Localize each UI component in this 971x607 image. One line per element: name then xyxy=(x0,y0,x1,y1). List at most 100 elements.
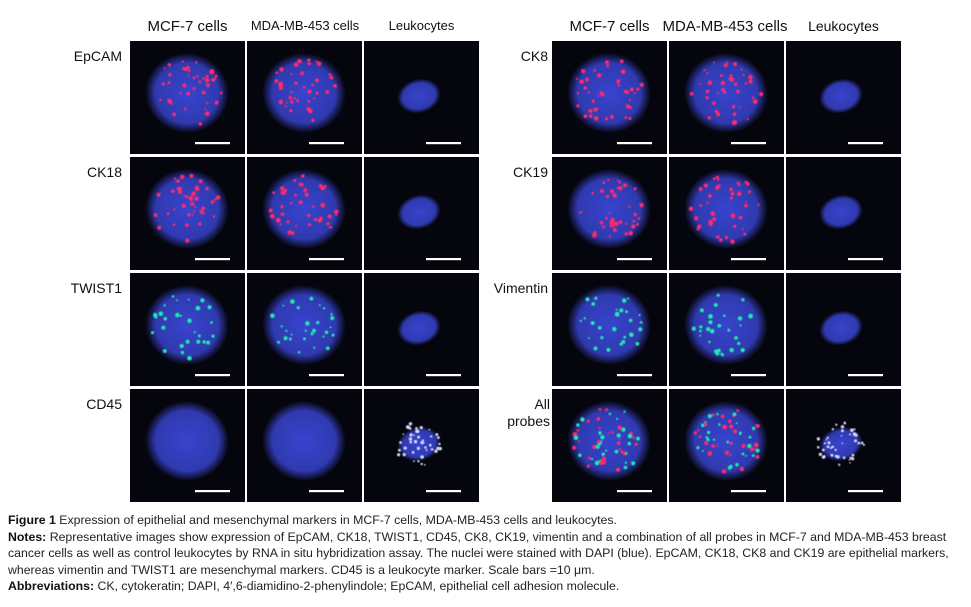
probe-signal xyxy=(183,67,188,72)
probe-signal xyxy=(600,189,604,194)
probe-signal xyxy=(598,426,601,430)
probe-signal xyxy=(278,99,284,105)
probe-signal xyxy=(816,446,820,449)
probe-signal xyxy=(586,419,590,423)
probe-signal xyxy=(297,59,302,64)
probe-signal xyxy=(712,61,715,64)
probe-signal xyxy=(196,339,201,344)
probe-signal xyxy=(818,452,823,457)
micrograph-ck18-1 xyxy=(247,157,362,270)
probe-signal xyxy=(606,347,611,352)
probe-signal xyxy=(696,446,700,450)
probe-signal xyxy=(179,314,183,317)
probe-signal xyxy=(420,455,424,459)
probe-signal xyxy=(173,177,177,180)
probe-signal xyxy=(704,441,709,446)
micrograph-ck19-2 xyxy=(786,157,901,270)
probe-signal xyxy=(741,228,744,231)
probe-signal xyxy=(629,332,634,337)
probe-signal xyxy=(320,202,326,208)
micrograph-twist1-0 xyxy=(130,273,245,386)
probe-signal xyxy=(849,433,851,436)
probe-signal xyxy=(688,206,694,211)
probe-signal xyxy=(413,460,415,463)
probe-signal xyxy=(729,187,733,192)
probe-signal xyxy=(712,101,716,105)
probe-signal xyxy=(596,439,601,444)
probe-signal xyxy=(194,205,197,208)
probe-signal xyxy=(312,328,316,333)
probe-signal xyxy=(751,96,755,100)
column-header-mda-right: MDA-MB-453 cells xyxy=(662,18,788,35)
probe-signal xyxy=(716,92,719,95)
probe-signal xyxy=(699,329,702,333)
probe-signal xyxy=(840,425,845,429)
probe-signal xyxy=(587,456,591,460)
probe-signal xyxy=(623,465,628,470)
column-header-mcf7-right: MCF-7 cells xyxy=(569,18,650,35)
probe-signal xyxy=(611,224,615,228)
probe-signal xyxy=(730,239,735,244)
probe-signal xyxy=(423,464,426,466)
probe-signal xyxy=(755,454,760,459)
probe-signal xyxy=(616,187,619,189)
micrograph-epcam-2 xyxy=(364,41,479,154)
probe-signal xyxy=(713,303,718,307)
probe-signal xyxy=(422,441,425,444)
probe-signal xyxy=(609,220,615,226)
probe-signal xyxy=(621,427,626,432)
probe-signal xyxy=(835,423,838,426)
micrograph-all-probes-0 xyxy=(552,389,667,502)
probe-signal xyxy=(204,108,207,111)
probe-signal xyxy=(632,436,635,439)
probe-signal xyxy=(633,187,637,191)
probe-signal xyxy=(699,204,702,207)
probe-signal xyxy=(305,321,310,326)
probe-signal xyxy=(150,331,155,335)
probe-signal xyxy=(605,449,608,452)
probe-signal xyxy=(632,219,636,223)
probe-signal xyxy=(720,352,723,356)
probe-signal xyxy=(279,223,282,226)
probe-signal xyxy=(162,349,167,353)
probe-signal xyxy=(816,437,820,441)
probe-signal xyxy=(311,118,314,121)
probe-signal xyxy=(748,74,753,80)
probe-signal xyxy=(409,440,413,444)
probe-signal xyxy=(736,89,740,94)
scale-bar xyxy=(426,374,461,377)
probe-signal xyxy=(707,414,712,419)
probe-signal xyxy=(625,222,628,225)
probe-signal xyxy=(628,99,632,102)
probe-signal xyxy=(303,188,308,193)
probe-signal xyxy=(733,224,737,228)
probe-signal xyxy=(322,307,326,310)
probe-signal xyxy=(637,217,641,220)
probe-signal xyxy=(270,313,275,318)
nucleus xyxy=(567,284,651,366)
probe-signal xyxy=(698,187,703,192)
probe-signal xyxy=(601,456,607,461)
probe-signal xyxy=(860,441,864,445)
probe-signal xyxy=(721,469,727,474)
probe-signal xyxy=(605,194,610,199)
probe-signal xyxy=(849,456,853,460)
probe-signal xyxy=(751,454,755,457)
probe-signal xyxy=(707,80,713,85)
probe-signal xyxy=(857,441,861,445)
scale-bar xyxy=(426,258,461,261)
probe-signal xyxy=(197,334,201,338)
probe-signal xyxy=(625,104,630,109)
probe-signal xyxy=(732,412,737,417)
probe-signal xyxy=(591,99,595,103)
probe-signal xyxy=(179,343,184,349)
probe-signal xyxy=(181,60,184,63)
probe-signal xyxy=(746,118,749,121)
probe-signal xyxy=(313,346,316,349)
column-header-leuko-right: Leukocytes xyxy=(808,18,879,34)
probe-signal xyxy=(732,104,736,108)
nucleus xyxy=(262,284,346,366)
probe-signal xyxy=(705,96,709,100)
probe-signal xyxy=(622,451,627,456)
probe-signal xyxy=(608,235,611,238)
